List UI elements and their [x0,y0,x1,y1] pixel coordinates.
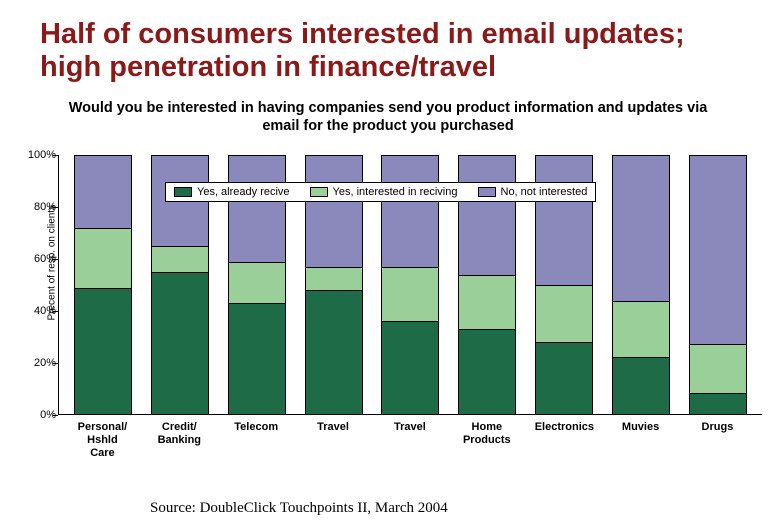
x-tick-label: Muvies [612,421,670,461]
bar-segment-no [382,156,438,267]
legend-label: No, not interested [501,186,588,198]
bar-segment-yes_interested [536,285,592,342]
bar-segment-no [690,156,746,344]
y-tick-mark [53,415,58,416]
legend-label: Yes, interested in reciving [333,186,458,198]
chart: Precent of resp. on clients Personal/ Hs… [4,155,772,475]
y-tick-label: 0% [26,409,56,421]
y-tick-label: 100% [26,149,56,161]
bar [74,155,132,414]
bar-segment-no [229,156,285,262]
bar-segment-yes_interested [75,228,131,287]
bar-segment-yes_receive [536,342,592,414]
bar-segment-yes_receive [75,288,131,414]
bar-segment-yes_interested [613,301,669,358]
x-tick-label: Drugs [688,421,746,461]
bar-segment-yes_receive [690,393,746,414]
y-tick-mark [53,155,58,156]
bar-segment-no [536,156,592,285]
bar-segment-yes_receive [229,303,285,414]
x-axis-labels: Personal/ Hshld Care Credit/ Banking Telec… [58,421,762,461]
y-tick-mark [53,207,58,208]
bar-segment-no [75,156,131,228]
bar-segment-yes_interested [152,246,208,272]
y-tick-mark [53,259,58,260]
y-tick-mark [53,311,58,312]
bar-segment-yes_receive [306,290,362,414]
bar-segment-yes_receive [382,321,438,414]
y-tick-label: 80% [26,201,56,213]
source-citation: Source: DoubleClick Touchpoints II, Marc… [150,500,448,517]
bar-segment-no [306,156,362,267]
bar-segment-yes_interested [306,267,362,290]
legend-item: Yes, already recive [174,186,290,198]
bar-segment-yes_receive [152,272,208,414]
bar-segment-yes_interested [690,344,746,393]
x-tick-label: Credit/ Banking [150,421,208,461]
chart-legend: Yes, already recive Yes, interested in re… [165,182,596,202]
bar-segment-no [459,156,515,275]
legend-item: No, not interested [478,186,588,198]
x-tick-label: Personal/ Hshld Care [73,421,131,461]
x-tick-label: Travel [381,421,439,461]
legend-label: Yes, already recive [197,186,290,198]
bar-segment-yes_interested [229,262,285,303]
x-tick-label: Home Products [458,421,516,461]
chart-question: Would you be interested in having compan… [0,91,776,139]
bar [612,155,670,414]
bar-segment-yes_interested [459,275,515,329]
legend-swatch [310,187,328,197]
bar-segment-no [613,156,669,300]
x-tick-label: Travel [304,421,362,461]
y-tick-label: 20% [26,357,56,369]
bar [689,155,747,414]
bar-segment-yes_receive [613,357,669,414]
y-tick-label: 40% [26,305,56,317]
legend-swatch [478,187,496,197]
legend-swatch [174,187,192,197]
y-tick-label: 60% [26,253,56,265]
bar-segment-yes_interested [382,267,438,321]
y-tick-mark [53,363,58,364]
legend-item: Yes, interested in reciving [310,186,458,198]
slide-title: Half of consumers interested in email up… [0,0,776,91]
x-tick-label: Electronics [535,421,593,461]
x-tick-label: Telecom [227,421,285,461]
bar-segment-yes_receive [459,329,515,414]
